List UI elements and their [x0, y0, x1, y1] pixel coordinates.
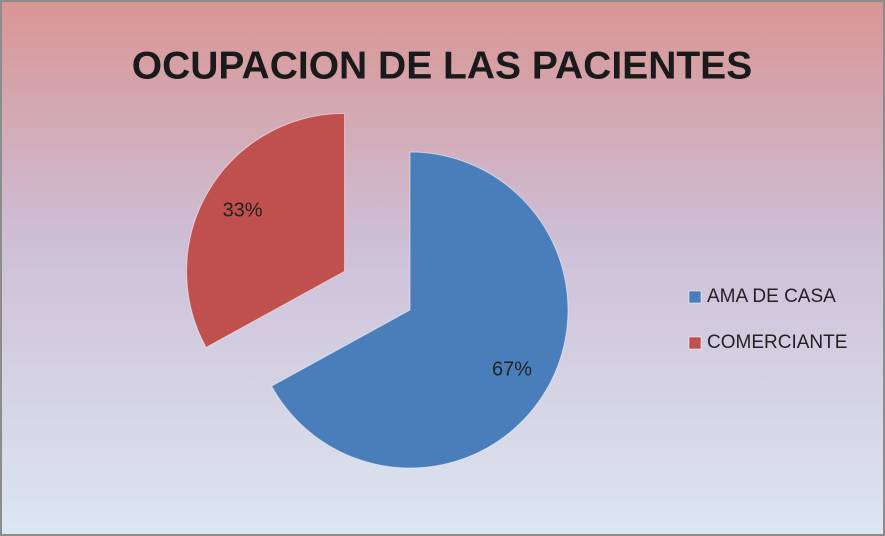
- data-label: 67%: [492, 359, 532, 381]
- legend-label: COMERCIANTE: [707, 332, 847, 353]
- pie-slice: [270, 151, 569, 469]
- legend-swatch: [688, 336, 702, 350]
- chart-title: OCUPACION DE LAS PACIENTES: [132, 44, 752, 87]
- legend-swatch: [688, 290, 702, 304]
- legend-label: AMA DE CASA: [707, 286, 836, 307]
- data-label: 33%: [223, 199, 263, 221]
- pie-slice: [186, 112, 346, 349]
